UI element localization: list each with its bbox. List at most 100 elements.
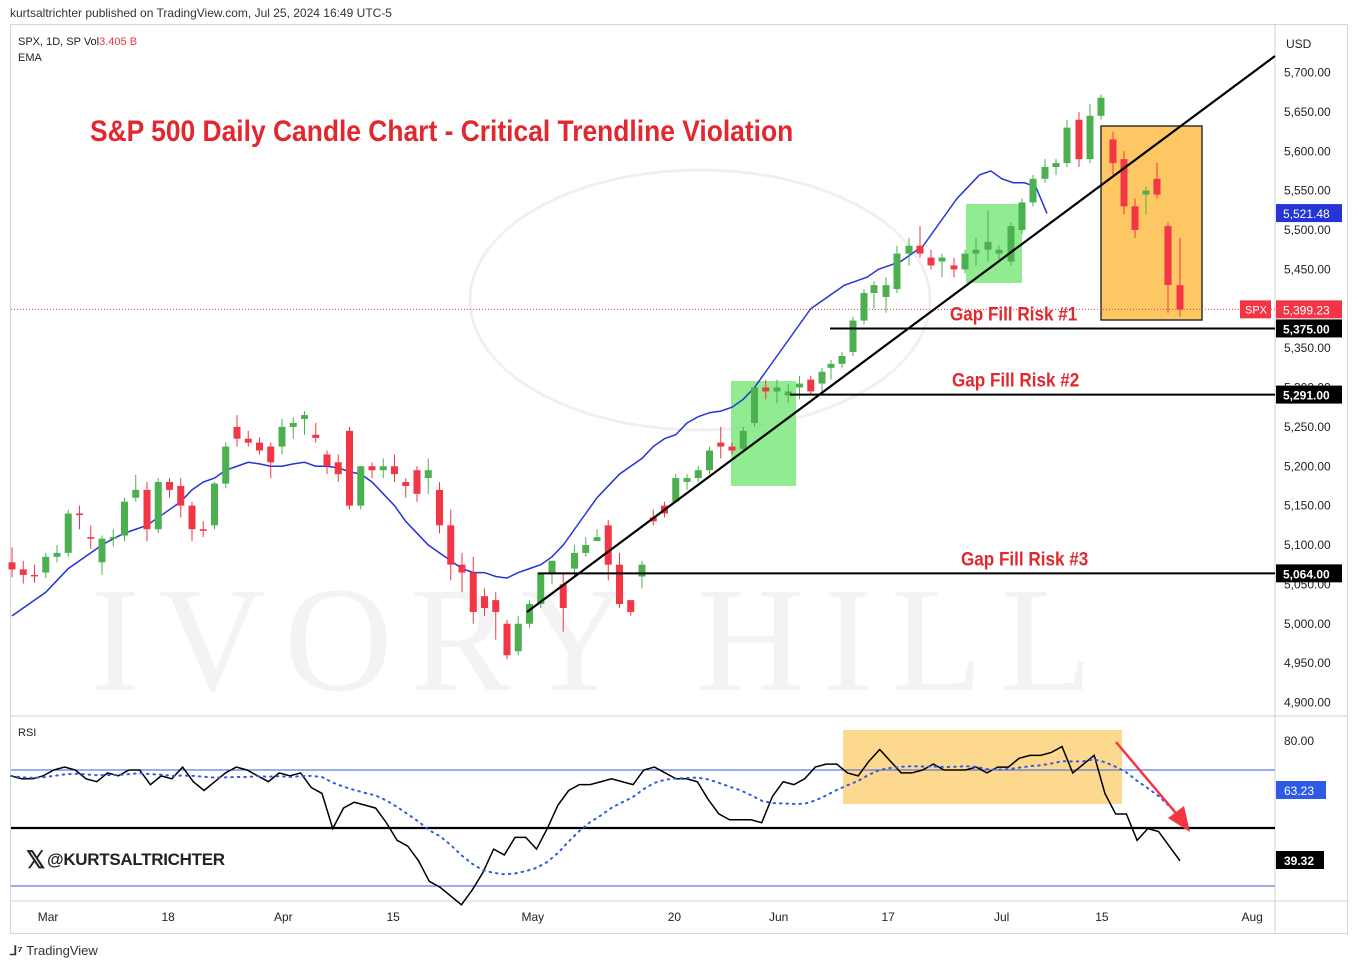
candle-body: [514, 623, 522, 652]
y-tick-label: 5,200.00: [1284, 459, 1331, 473]
gap-fill-label-1: Gap Fill Risk #1: [950, 304, 1077, 325]
tradingview-logo-icon: ⅃⁷: [10, 943, 27, 958]
candle-body: [154, 482, 162, 530]
rsi-legend: RSI: [18, 727, 37, 739]
candle-body: [559, 584, 567, 608]
y-tick-label: 5,500.00: [1284, 223, 1331, 237]
x-tick-label: Apr: [274, 910, 293, 924]
candle-body: [1086, 115, 1094, 136]
candle-body: [604, 525, 612, 565]
rsi-highlight-zone: [843, 730, 1122, 804]
candle-body: [849, 320, 857, 353]
spx-price-tag: [1276, 300, 1342, 319]
x-logo-icon: 𝕏: [26, 847, 46, 874]
candle-body: [827, 363, 835, 368]
candle-body: [492, 600, 500, 612]
y-tick-label: 5,150.00: [1284, 499, 1331, 513]
candle-body: [860, 293, 868, 321]
rsi-signal-line: [10, 758, 1181, 876]
candle-body: [739, 430, 747, 449]
candle-body: [166, 482, 173, 490]
candle-body: [870, 285, 878, 293]
candle-body: [436, 489, 443, 526]
candle-body: [109, 537, 117, 539]
candle-body: [312, 434, 320, 438]
candle-body: [1120, 159, 1128, 207]
candle-body: [368, 466, 376, 471]
x-tick-label: 20: [668, 910, 682, 924]
candle-body: [42, 556, 50, 573]
candle-body: [76, 513, 83, 516]
x-tick-label: Jul: [994, 910, 1009, 924]
candle-body: [188, 505, 196, 530]
candle-body: [143, 489, 151, 530]
candle-body: [905, 245, 913, 254]
y-tick-label: 5,250.00: [1284, 420, 1331, 434]
candle-body: [1131, 206, 1139, 230]
candle-body: [571, 552, 578, 569]
candle-body: [950, 265, 958, 270]
candle-body: [211, 483, 218, 526]
candle-body: [1153, 178, 1161, 195]
candle-body: [616, 564, 623, 605]
candle-body: [1041, 167, 1049, 179]
symbol-label: SPX, 1D, SP Vol: [18, 36, 100, 48]
candle-body: [19, 569, 27, 575]
candle-body: [1086, 131, 1094, 160]
chart-title: S&P 500 Daily Candle Chart - Critical Tr…: [90, 115, 794, 148]
x-tick-label: 17: [882, 910, 896, 924]
candle-body: [53, 552, 61, 557]
candle-body: [323, 454, 331, 467]
candle-body: [838, 356, 846, 364]
rsi-signal-text: 63.23: [1284, 784, 1314, 798]
chart-frame: [10, 24, 1348, 934]
candle-body: [424, 470, 432, 479]
candle-body: [222, 446, 230, 484]
candle-body: [481, 596, 488, 608]
candle-body: [916, 245, 924, 254]
author-handle: 𝕏 @KURTSALTRICHTER: [26, 847, 225, 874]
candle-body: [694, 470, 702, 479]
candle-body: [458, 564, 466, 573]
x-tick-label: Jun: [769, 910, 788, 924]
level-price-tag: [1276, 319, 1342, 338]
candle-body: [784, 391, 792, 396]
y-tick-label: 5,450.00: [1284, 262, 1331, 276]
currency-label: USD: [1286, 37, 1312, 51]
candle-body: [672, 478, 680, 502]
rsi-value-text: 39.32: [1284, 854, 1314, 868]
uptrend-line: [526, 55, 1276, 613]
y-tick-label: 5,700.00: [1284, 66, 1331, 80]
candle-body: [402, 482, 410, 486]
ema-line: [11, 170, 1048, 617]
y-tick-label: 5,650.00: [1284, 105, 1331, 119]
candle-body: [627, 600, 635, 612]
watermark-text: IVORY HILL: [90, 557, 1110, 723]
candle-body: [773, 387, 781, 392]
candle-body: [807, 379, 815, 392]
candle-body: [357, 466, 365, 506]
rsi-arrow-head-icon: [1168, 806, 1190, 832]
ema-legend: EMA: [18, 52, 42, 64]
candle-body: [1097, 97, 1105, 116]
tradingview-brand[interactable]: ⅃⁷ TradingView: [10, 943, 98, 958]
candle-body: [1063, 127, 1071, 164]
candle-body: [346, 430, 353, 506]
candle-body: [1109, 139, 1117, 164]
candle-body: [301, 415, 308, 419]
spx-symbol-tag: [1240, 300, 1271, 319]
candle-body: [244, 438, 252, 443]
x-tick-label: 18: [162, 910, 176, 924]
candle-body: [1075, 119, 1083, 160]
level-price-text: 5,291.00: [1283, 389, 1330, 403]
y-tick-label: 5,550.00: [1284, 184, 1331, 198]
candle-body: [413, 470, 421, 494]
level-price-tag: [1276, 385, 1342, 404]
rsi-signal-tag: [1276, 781, 1326, 799]
y-tick-label: 4,950.00: [1284, 656, 1331, 670]
candle-body: [447, 525, 455, 565]
symbol-info: SPX, 1D, SP Vol3.405 B: [18, 36, 137, 48]
candle-body: [526, 604, 533, 624]
candle-body: [8, 562, 16, 570]
